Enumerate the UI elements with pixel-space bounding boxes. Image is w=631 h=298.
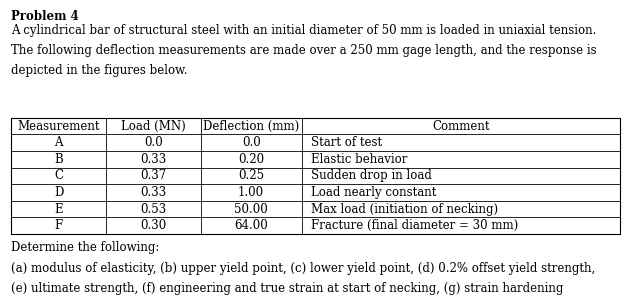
Text: 64.00: 64.00: [234, 219, 268, 232]
Bar: [11, 118, 620, 234]
Text: B: B: [54, 153, 63, 166]
Text: The following deflection measurements are made over a 250 mm gage length, and th: The following deflection measurements ar…: [11, 44, 597, 57]
Text: Deflection (mm): Deflection (mm): [203, 119, 299, 133]
Text: Measurement: Measurement: [18, 119, 100, 133]
Text: Sudden drop in load: Sudden drop in load: [311, 169, 432, 182]
Text: D: D: [54, 186, 63, 199]
Text: 0.0: 0.0: [144, 136, 163, 149]
Text: Max load (initiation of necking): Max load (initiation of necking): [311, 203, 498, 215]
Text: F: F: [54, 219, 63, 232]
Text: Start of test: Start of test: [311, 136, 382, 149]
Text: 50.00: 50.00: [234, 203, 268, 215]
Text: depicted in the figures below.: depicted in the figures below.: [11, 64, 188, 77]
Text: 0.30: 0.30: [140, 219, 167, 232]
Text: A: A: [54, 136, 63, 149]
Text: 0.0: 0.0: [242, 136, 261, 149]
Text: 0.20: 0.20: [238, 153, 264, 166]
Text: 1.00: 1.00: [238, 186, 264, 199]
Text: Comment: Comment: [432, 119, 490, 133]
Text: Load (MN): Load (MN): [121, 119, 186, 133]
Text: 0.33: 0.33: [140, 186, 167, 199]
Text: Load nearly constant: Load nearly constant: [311, 186, 437, 199]
Text: E: E: [54, 203, 63, 215]
Text: Fracture (final diameter = 30 mm): Fracture (final diameter = 30 mm): [311, 219, 518, 232]
Text: 0.25: 0.25: [238, 169, 264, 182]
Text: 0.53: 0.53: [140, 203, 167, 215]
Text: (e) ultimate strength, (f) engineering and true strain at start of necking, (g) : (e) ultimate strength, (f) engineering a…: [11, 282, 563, 295]
Text: 0.33: 0.33: [140, 153, 167, 166]
Text: C: C: [54, 169, 63, 182]
Text: 0.37: 0.37: [140, 169, 167, 182]
Text: Problem 4: Problem 4: [11, 10, 79, 23]
Text: (a) modulus of elasticity, (b) upper yield point, (c) lower yield point, (d) 0.2: (a) modulus of elasticity, (b) upper yie…: [11, 262, 596, 275]
Text: A cylindrical bar of structural steel with an initial diameter of 50 mm is loade: A cylindrical bar of structural steel wi…: [11, 24, 597, 37]
Text: Elastic behavior: Elastic behavior: [311, 153, 408, 166]
Text: Determine the following:: Determine the following:: [11, 241, 160, 254]
